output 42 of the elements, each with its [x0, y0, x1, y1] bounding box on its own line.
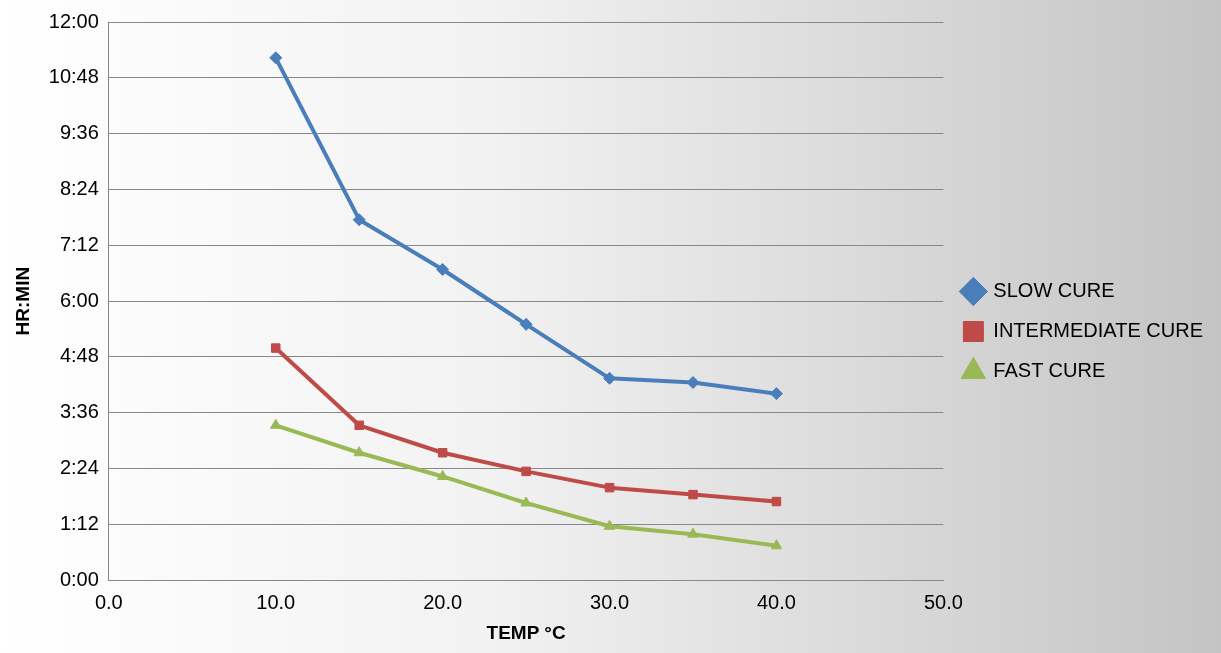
point [271, 343, 281, 353]
point [688, 489, 698, 500]
x-tick-label: 10.0 [256, 590, 296, 613]
x-tick-label: 50.0 [923, 590, 963, 613]
point [436, 262, 450, 276]
y-axis-title: HR:MIN [11, 266, 33, 336]
point [354, 420, 364, 431]
point [770, 539, 783, 550]
point [521, 466, 531, 477]
y-tick-label: 7:12 [59, 232, 99, 255]
y-tick-label: 2:24 [59, 456, 99, 479]
x-tick-label: 20.0 [423, 590, 463, 613]
point [771, 496, 782, 507]
legend-label: INTERMEDIATE CURE [993, 319, 1203, 342]
point [687, 527, 699, 538]
point [519, 317, 533, 331]
point [603, 371, 617, 385]
x-tick-label: 0.0 [94, 590, 123, 613]
point [269, 51, 283, 65]
x-tick-label: 30.0 [590, 590, 630, 613]
y-tick-label: 9:36 [59, 121, 99, 144]
y-tick-label: 10:48 [48, 65, 99, 88]
y-tick-label: 12:00 [48, 9, 99, 32]
point [604, 482, 615, 493]
y-tick-label: 4:48 [59, 344, 99, 367]
point [436, 469, 449, 480]
y-tick-label: 0:00 [59, 567, 99, 590]
point [603, 519, 616, 530]
y-tick-label: 1:12 [59, 511, 99, 534]
x-axis-title: TEMP °C [486, 621, 566, 643]
point [686, 376, 700, 389]
x-tick-label: 40.0 [756, 590, 796, 613]
point [520, 496, 532, 507]
legend-label: SLOW CURE [993, 279, 1115, 302]
point [353, 446, 365, 457]
y-tick-label: 3:36 [59, 400, 99, 423]
y-tick-label: 8:24 [59, 176, 99, 199]
point [437, 448, 448, 458]
point [769, 387, 783, 401]
legend-label: FAST CURE [993, 359, 1106, 382]
y-tick-label: 6:00 [59, 288, 99, 311]
point [352, 213, 366, 227]
